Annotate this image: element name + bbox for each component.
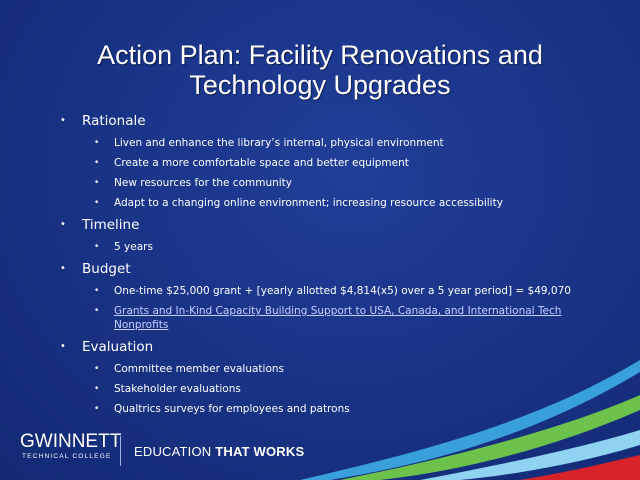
logo-subtitle: TECHNICAL COLLEGE [22,453,112,460]
list-item-text: 5 years [114,241,153,253]
section-heading: • Timeline [60,216,580,234]
slide-content: • Rationale • Liven and enhance the libr… [60,110,580,422]
list-item: • Adapt to a changing online environment… [60,196,580,210]
bullet-icon: • [94,384,100,394]
bullet-icon: • [94,178,100,188]
bullet-icon: • [60,263,66,274]
list-item-text: New resources for the community [114,177,293,189]
list-item: • Grants and In-Kind Capacity Building S… [60,304,580,332]
section-heading-text: Rationale [82,113,146,129]
footer-divider [120,436,121,466]
bullet-icon: • [94,306,100,316]
slide-title: Action Plan: Facility Renovations and Te… [97,40,543,100]
bullet-icon: • [94,404,100,414]
list-item-text: Stakeholder evaluations [114,383,241,395]
tagline-regular: EDUCATION [134,444,216,459]
list-item-text: Create a more comfortable space and bett… [114,157,409,169]
college-logo: GWINNETT TECHNICAL COLLEGE [20,432,121,461]
section-heading-text: Evaluation [82,339,154,355]
list-item: • Create a more comfortable space and be… [60,156,580,170]
bullet-icon: • [94,364,100,374]
section-heading: • Evaluation [60,338,580,356]
bullet-icon: • [94,242,100,252]
section-heading: • Budget [60,260,580,278]
list-item: • One-time $25,000 grant + [yearly allot… [60,284,580,298]
list-item: • Qualtrics surveys for employees and pa… [60,402,580,416]
section-evaluation: • Evaluation • Committee member evaluati… [60,338,580,416]
list-item-text: Qualtrics surveys for employees and patr… [114,403,350,415]
bullet-icon: • [94,158,100,168]
section-heading-text: Budget [82,261,131,277]
list-item: • New resources for the community [60,176,580,190]
list-item-text: Committee member evaluations [114,363,285,375]
section-budget: • Budget • One-time $25,000 grant + [yea… [60,260,580,332]
logo-wordmark: GWINNETT [20,431,122,452]
list-item: • Stakeholder evaluations [60,382,580,396]
list-item: • Committee member evaluations [60,362,580,376]
section-heading-text: Timeline [82,217,140,233]
section-rationale: • Rationale • Liven and enhance the libr… [60,112,580,210]
tagline-bold: THAT WORKS [215,444,305,459]
bullet-icon: • [94,198,100,208]
section-heading: • Rationale [60,112,580,130]
bullet-icon: • [60,115,66,126]
list-item-text: One-time $25,000 grant + [yearly allotte… [114,285,571,297]
bullet-icon: • [94,286,100,296]
bullet-icon: • [60,341,66,352]
list-item: • Liven and enhance the library’s intern… [60,136,580,150]
grants-link[interactable]: Grants and In-Kind Capacity Building Sup… [114,305,562,331]
list-item-text: Liven and enhance the library’s internal… [114,137,444,149]
bullet-icon: • [60,219,66,230]
footer-tagline: EDUCATION THAT WORKS [134,444,304,459]
bullet-icon: • [94,138,100,148]
section-timeline: • Timeline • 5 years [60,216,580,254]
list-item: • 5 years [60,240,580,254]
list-item-text: Adapt to a changing online environment; … [114,197,503,209]
